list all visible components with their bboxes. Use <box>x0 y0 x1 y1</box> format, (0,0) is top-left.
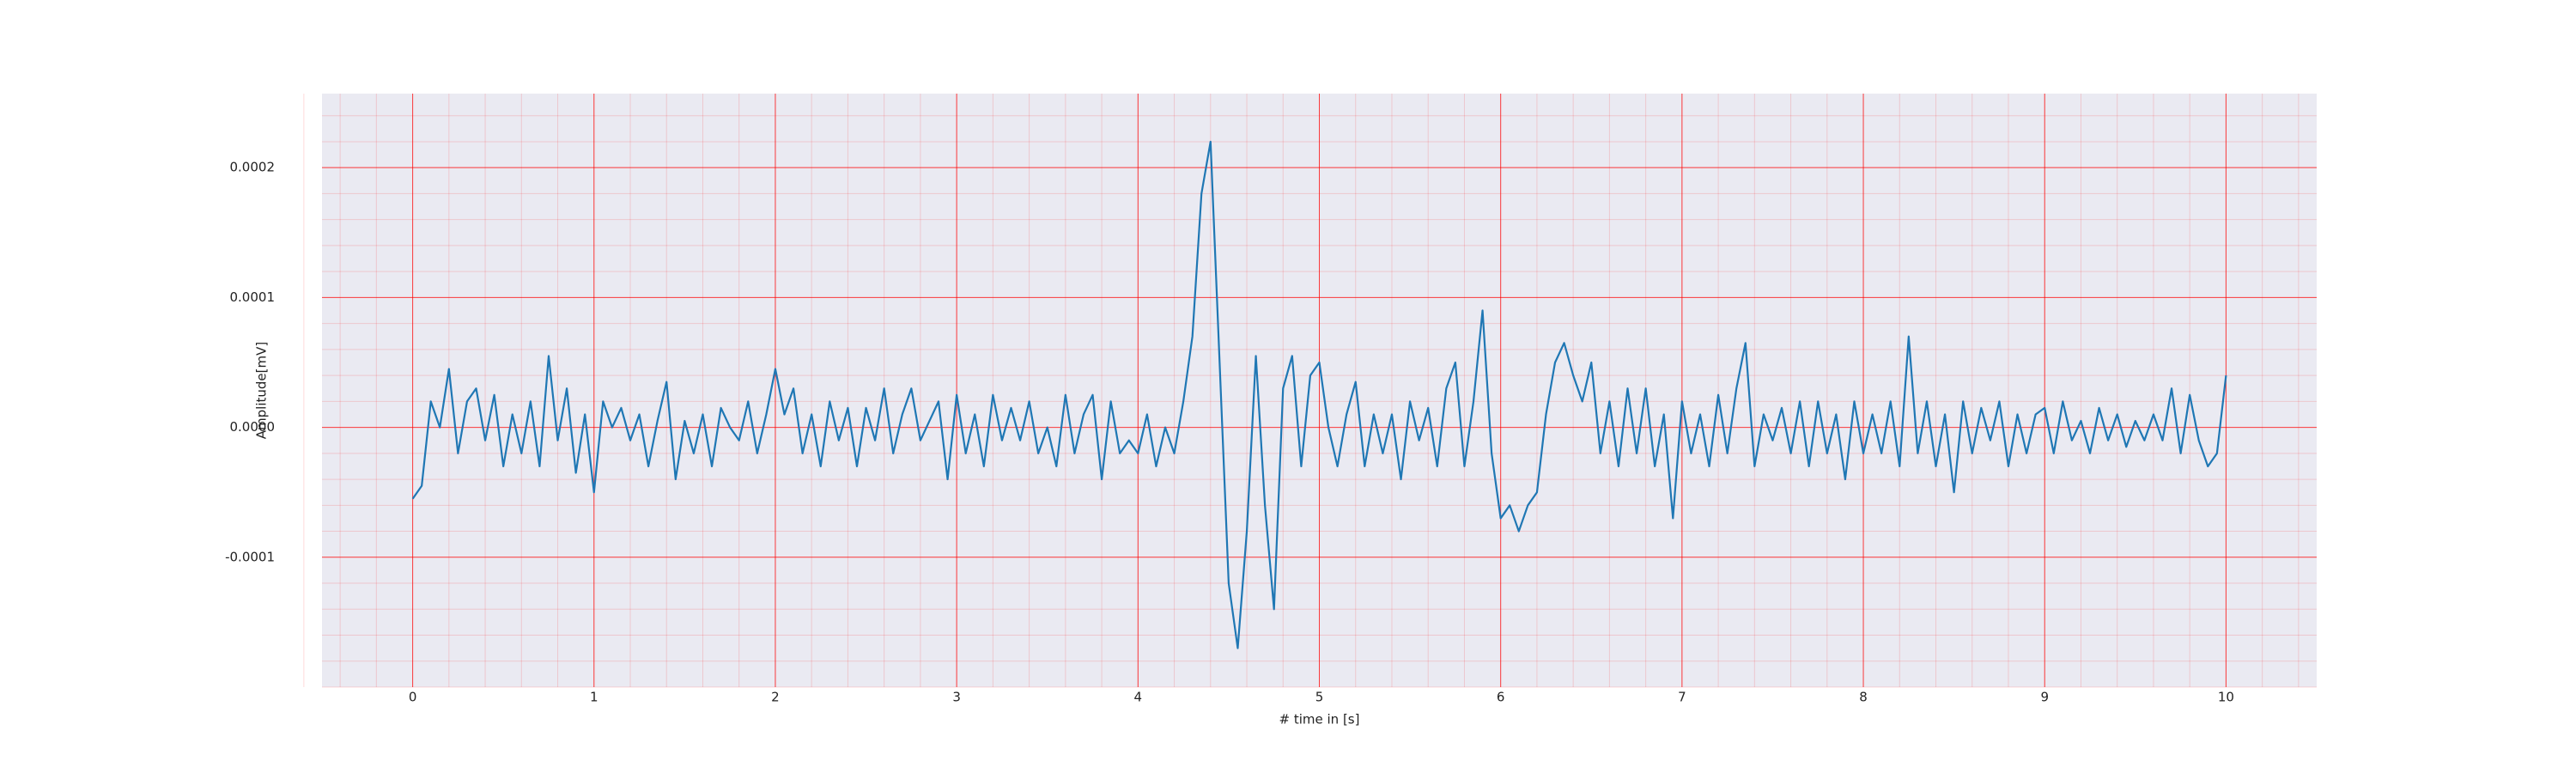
x-tick-label: 2 <box>771 690 780 705</box>
x-tick-label: 1 <box>590 690 598 705</box>
x-tick-label: 6 <box>1497 690 1505 705</box>
x-tick-label: 0 <box>409 690 417 705</box>
x-tick-label: 5 <box>1315 690 1324 705</box>
y-tick-label: 0.0000 <box>230 419 276 435</box>
x-tick-label: 10 <box>2218 690 2234 705</box>
x-axis-label: # time in [s] <box>1279 712 1360 727</box>
x-tick-label: 8 <box>1859 690 1868 705</box>
y-tick-label: 0.0002 <box>230 160 276 175</box>
x-tick-label: 9 <box>2040 690 2049 705</box>
x-tick-label: 3 <box>952 690 961 705</box>
y-tick-label: 0.0001 <box>230 289 276 305</box>
y-tick-label: -0.0001 <box>225 549 275 564</box>
y-axis-label: Amplitude[mV] <box>254 342 270 439</box>
signal-line <box>411 140 2227 649</box>
x-tick-label: 4 <box>1134 690 1143 705</box>
x-tick-label: 7 <box>1678 690 1686 705</box>
